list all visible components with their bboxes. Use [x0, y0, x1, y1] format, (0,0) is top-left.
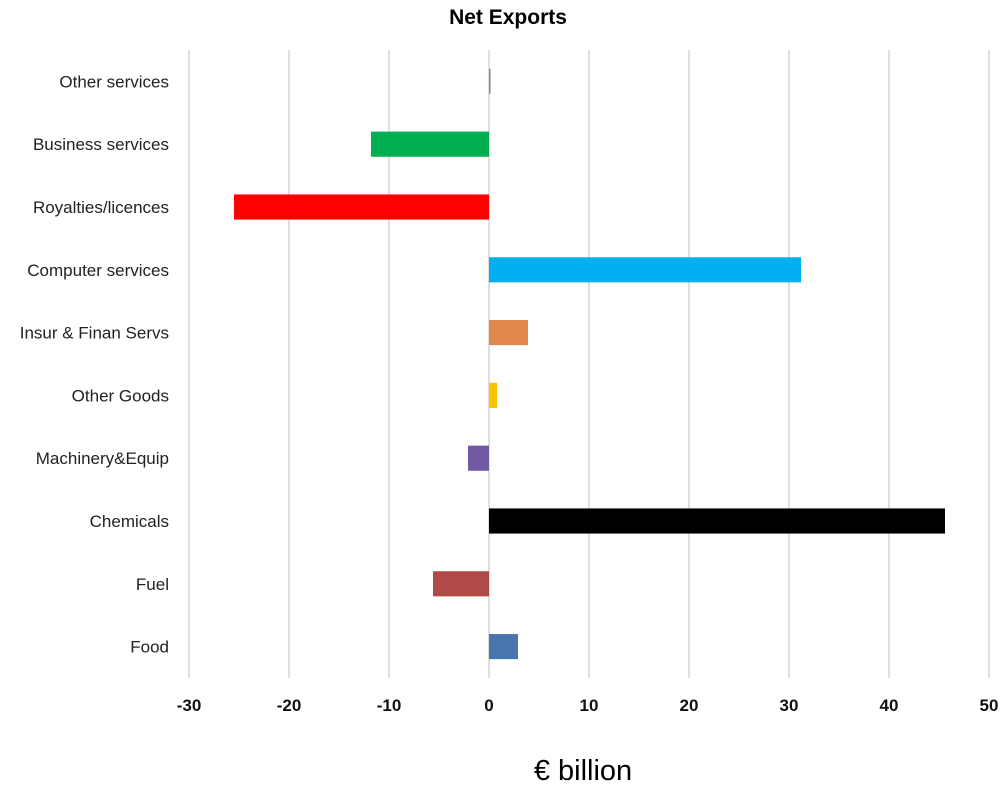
bar-food: [489, 634, 518, 660]
bar-insur-finan-servs: [489, 320, 528, 346]
category-label: Royalties/licences: [33, 198, 169, 217]
chart-title: Net Exports: [449, 6, 567, 29]
category-label: Business services: [33, 135, 169, 154]
bar-other-services: [489, 68, 491, 94]
bar-royalties-licences: [234, 194, 489, 220]
x-tick-label: -10: [377, 696, 402, 715]
bar-business-services: [371, 131, 489, 157]
bar-computer-services: [489, 257, 801, 283]
bar-fuel: [433, 571, 489, 597]
category-label: Machinery&Equip: [36, 449, 169, 468]
x-tick-label: 40: [880, 696, 899, 715]
category-label: Fuel: [136, 575, 169, 594]
x-tick-label: 20: [680, 696, 699, 715]
x-tick-label: 30: [780, 696, 799, 715]
category-label: Chemicals: [90, 512, 169, 531]
x-tick-label: 50: [980, 696, 999, 715]
x-axis-title: € billion: [534, 755, 632, 786]
bar-other-goods: [489, 382, 497, 408]
category-label: Food: [130, 638, 169, 657]
category-label: Insur & Finan Servs: [20, 324, 169, 343]
category-label: Other Goods: [72, 386, 169, 405]
x-tick-label: -30: [177, 696, 202, 715]
x-tick-label: -20: [277, 696, 302, 715]
category-labels: Other services Business services Royalties…: [20, 72, 169, 656]
bar-chemicals: [489, 508, 945, 534]
x-tick-labels: -30 -20 -10 0 10 20 30 40 50: [177, 696, 999, 715]
gridlines: [188, 50, 990, 678]
x-tick-label: 0: [484, 696, 493, 715]
category-label: Computer services: [27, 261, 169, 280]
x-tick-label: 10: [580, 696, 599, 715]
category-label: Other services: [59, 72, 169, 91]
bars: [234, 68, 945, 660]
bar-machinery-equip: [468, 445, 489, 471]
